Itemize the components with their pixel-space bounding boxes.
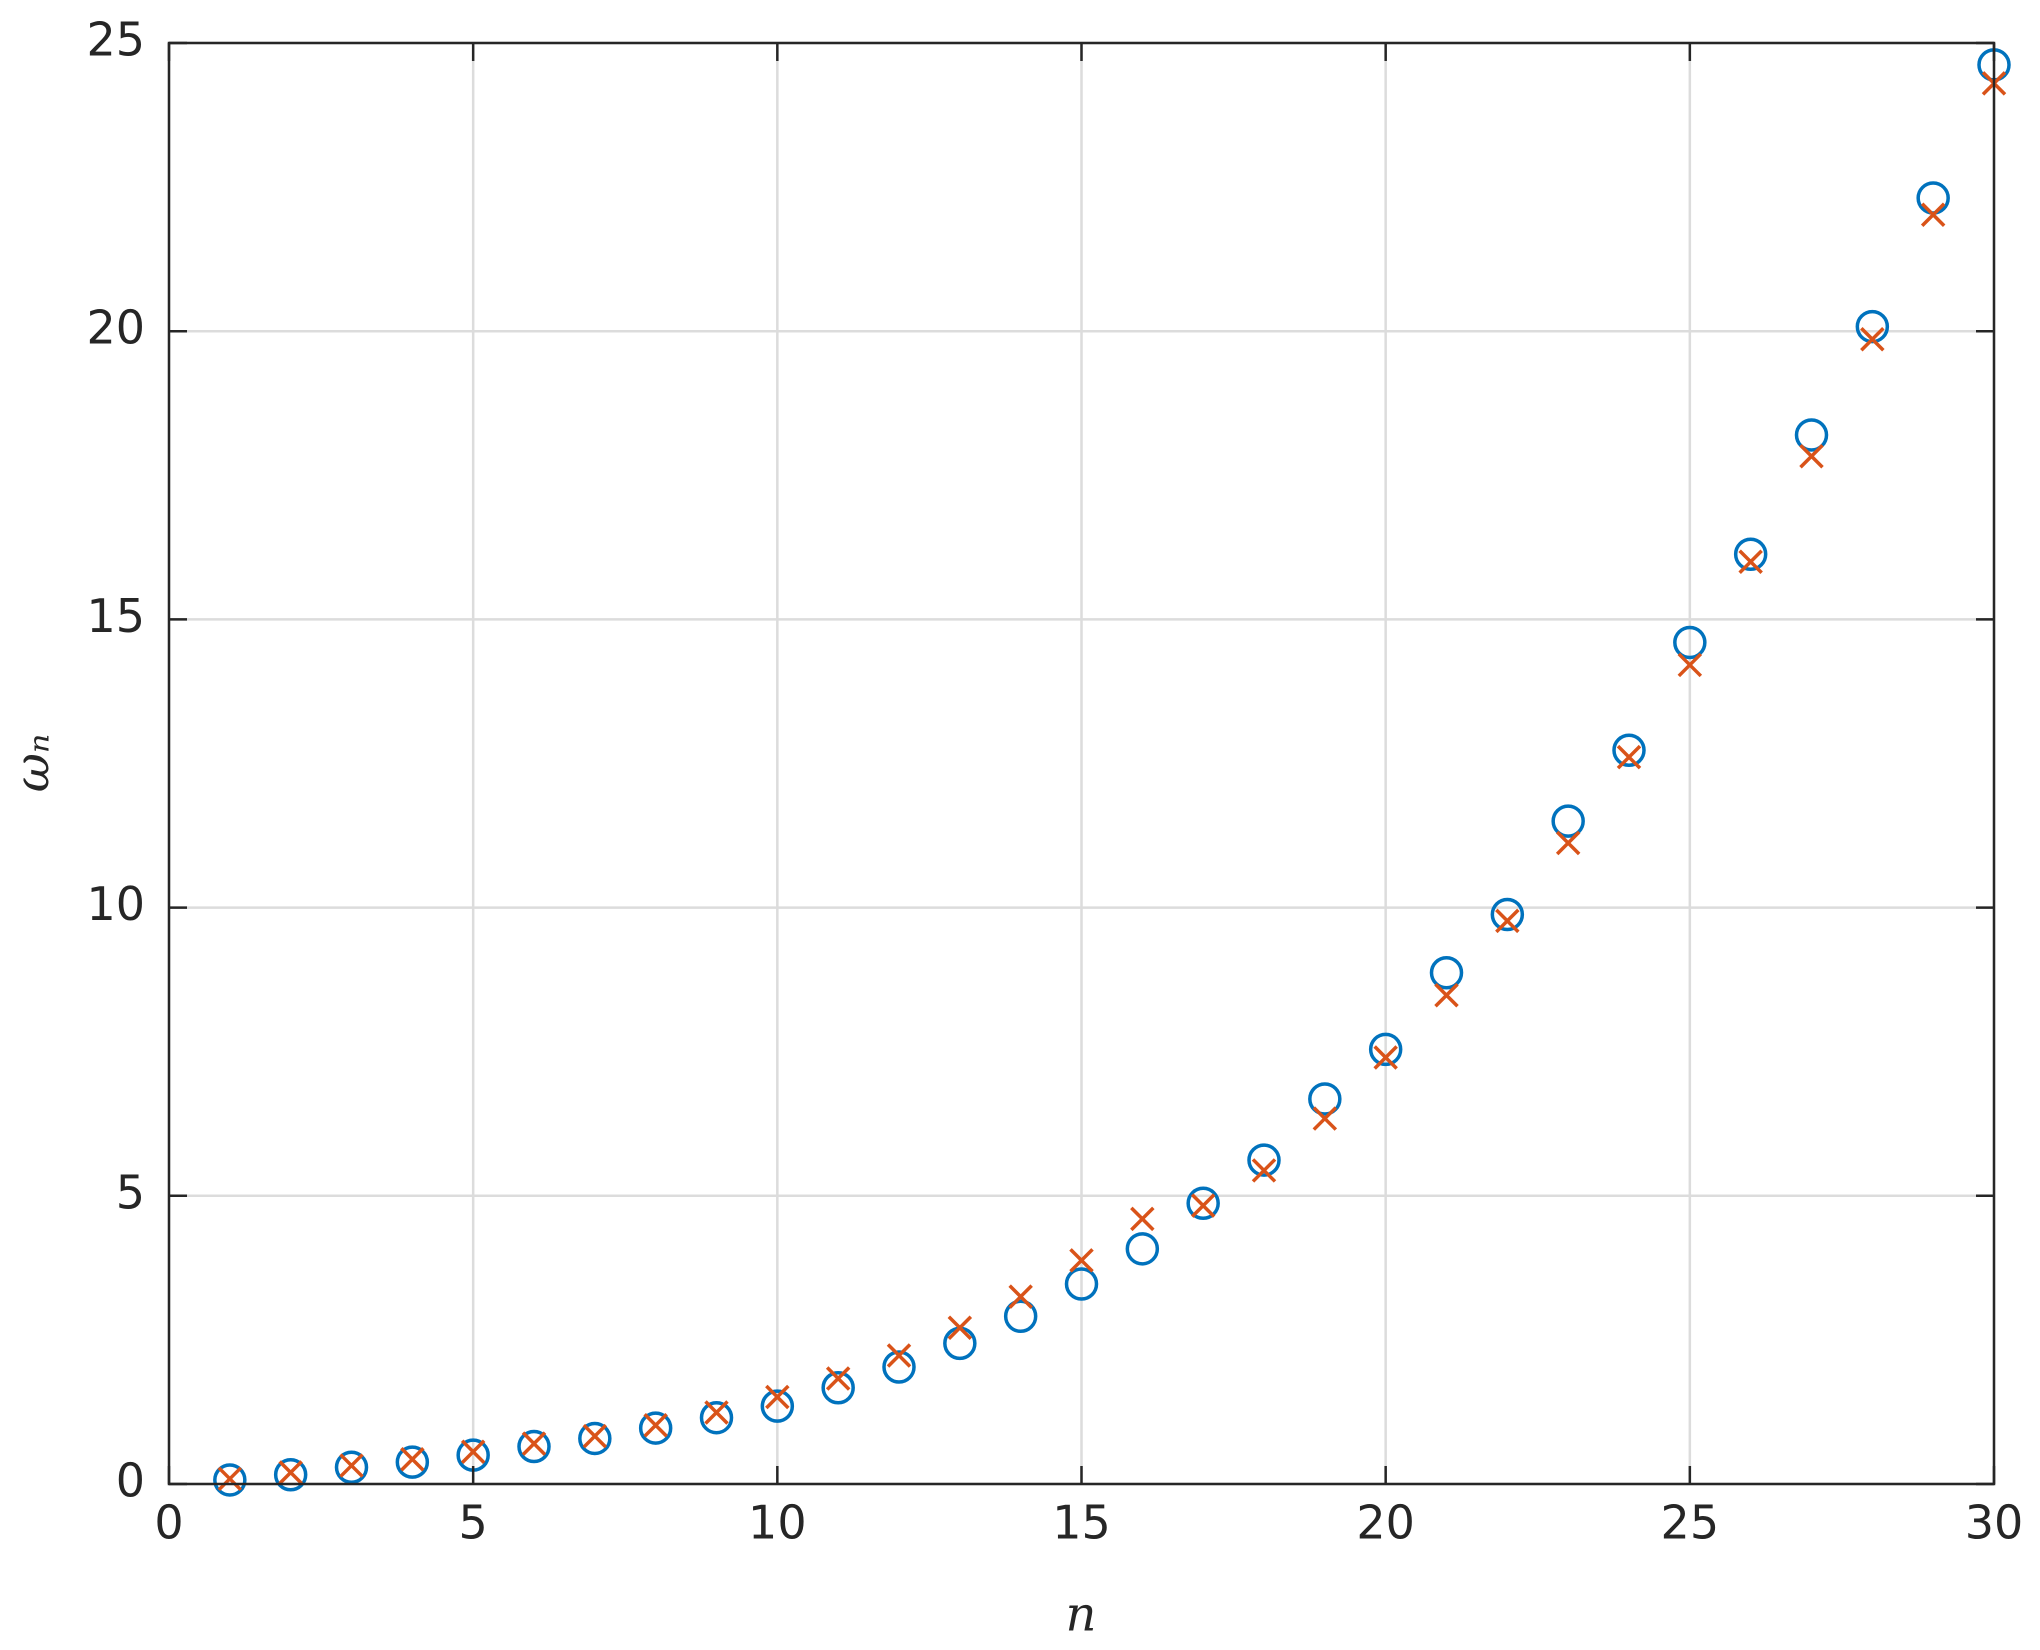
y-tick-label: 20 bbox=[86, 301, 145, 355]
point bbox=[1247, 1143, 1281, 1177]
x-axis-label: n bbox=[1066, 1587, 1097, 1643]
x-tick-label: 0 bbox=[154, 1496, 183, 1550]
point bbox=[1069, 1248, 1094, 1273]
point bbox=[1429, 955, 1464, 990]
point bbox=[521, 1431, 547, 1456]
point bbox=[1555, 830, 1581, 856]
point bbox=[643, 1412, 668, 1438]
point bbox=[1130, 1206, 1155, 1232]
point bbox=[460, 1439, 486, 1464]
point bbox=[334, 1450, 369, 1485]
point bbox=[1733, 537, 1768, 572]
point bbox=[1612, 733, 1646, 767]
point bbox=[217, 1466, 243, 1492]
point bbox=[638, 1411, 673, 1445]
point bbox=[1003, 1299, 1038, 1334]
point bbox=[1677, 652, 1703, 678]
y-tick-label: 5 bbox=[116, 1165, 145, 1219]
point bbox=[882, 1350, 916, 1384]
point bbox=[1794, 418, 1829, 452]
point bbox=[400, 1446, 425, 1472]
point bbox=[213, 1463, 247, 1497]
point bbox=[582, 1423, 608, 1449]
point bbox=[1125, 1232, 1160, 1266]
point bbox=[1190, 1193, 1216, 1218]
y-axis-label: ωₙ bbox=[5, 734, 61, 793]
point bbox=[765, 1384, 790, 1410]
point bbox=[517, 1429, 551, 1464]
x-tick-label: 15 bbox=[1052, 1496, 1111, 1550]
point bbox=[1008, 1284, 1033, 1309]
point bbox=[278, 1460, 303, 1485]
point bbox=[1495, 908, 1520, 934]
marks bbox=[213, 48, 2011, 1497]
x-tick-label: 20 bbox=[1356, 1496, 1415, 1550]
point bbox=[1251, 1158, 1277, 1183]
point bbox=[1186, 1186, 1220, 1221]
point bbox=[821, 1370, 855, 1405]
point bbox=[395, 1445, 430, 1479]
x-tick-label: 30 bbox=[1965, 1496, 2024, 1550]
point bbox=[1616, 744, 1642, 770]
x-tick-label: 10 bbox=[748, 1496, 807, 1550]
point bbox=[1673, 625, 1707, 660]
y-tick-label: 10 bbox=[86, 877, 145, 931]
point bbox=[1860, 327, 1885, 352]
point bbox=[886, 1343, 912, 1368]
y-tick-label: 15 bbox=[86, 589, 145, 643]
y-tick-label: 0 bbox=[116, 1454, 145, 1508]
point bbox=[825, 1366, 851, 1391]
point bbox=[1064, 1267, 1099, 1301]
point bbox=[1368, 1032, 1403, 1067]
point bbox=[947, 1315, 973, 1341]
point bbox=[1490, 897, 1525, 932]
point bbox=[704, 1400, 729, 1425]
point bbox=[1551, 804, 1585, 838]
x-tick-label: 5 bbox=[459, 1496, 488, 1550]
point bbox=[760, 1389, 795, 1423]
point bbox=[339, 1453, 364, 1478]
point bbox=[1373, 1045, 1398, 1070]
x-tick-label: 25 bbox=[1661, 1496, 1720, 1550]
point bbox=[1312, 1106, 1338, 1131]
point bbox=[699, 1400, 734, 1435]
point bbox=[1920, 202, 1946, 228]
y-tick-label: 25 bbox=[86, 13, 145, 67]
point bbox=[1308, 1082, 1342, 1116]
point bbox=[1738, 549, 1763, 574]
point bbox=[1799, 444, 1824, 469]
point bbox=[273, 1458, 308, 1492]
point bbox=[578, 1421, 612, 1456]
point bbox=[1434, 982, 1459, 1008]
